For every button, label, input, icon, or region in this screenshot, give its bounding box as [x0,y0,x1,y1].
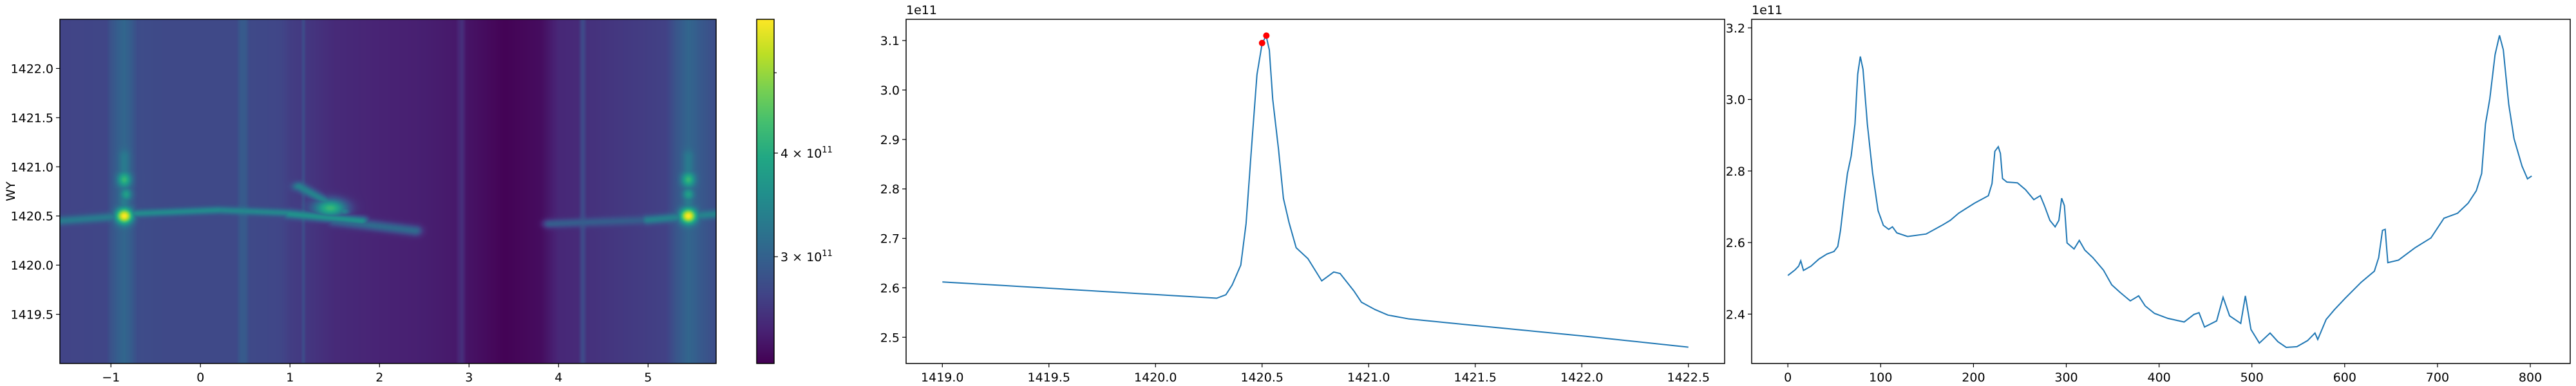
x-tick-label: 1419.0 [921,371,963,385]
axes-frame [1751,19,2571,364]
y-tick-label: 3.0 [880,84,900,98]
x-tick-label: 2 [375,371,383,385]
x-tick-label: 300 [2054,371,2078,385]
x-tick-label: 600 [2333,371,2356,385]
y-tick-label: 2.8 [1726,165,1745,179]
x-tick-label: 1419.5 [1028,371,1070,385]
y-tick-label: 2.8 [880,183,900,197]
offset-text: 1e11 [1752,3,1783,17]
y-tick-label: 3.2 [1726,21,1745,35]
axes-2: 0 100 200 300 400 500 600 700 800 2.4 2.6 2.8 3.0 3.2… [1726,3,2571,385]
x-tick-label: 200 [1962,371,1985,385]
x-tick-label: 1 [286,371,294,385]
y-axis-label: WY [4,181,18,201]
y-tick-label: 1420.5 [11,210,53,224]
axes-frame [905,19,1725,364]
axes-1: 1419.0 1419.5 1420.0 1420.5 1421.0 1421.5 1422… [880,3,1725,385]
y-tick-label: 1421.0 [11,160,53,174]
y-tick-label: 2.6 [880,281,900,295]
x-tick-label: −1 [102,371,120,385]
x-tick-label: 0 [1784,371,1792,385]
axes-frame [59,19,717,364]
axes-0: −1 0 1 2 3 4 5 1419.5 1420.0 1420.5 1421.0 1421.5 14… [4,19,717,385]
x-tick-label: 1420.0 [1134,371,1177,385]
y-tick-label: 3.1 [880,34,900,48]
colorbar-gradient [757,19,774,363]
x-tick-label: 1422.0 [1560,371,1603,385]
x-tick-label: 5 [644,371,652,385]
y-tick-label: 2.5 [880,331,900,345]
x-tick-label: 4 [554,371,562,385]
x-tick-label: 700 [2426,371,2449,385]
series-line [1787,35,2532,349]
colorbar-tick-label: 3 × 1011 [781,249,833,264]
y-tick-label: 1421.5 [11,111,53,125]
x-tick-label: 800 [2519,371,2542,385]
x-tick-label: 100 [1869,371,1892,385]
y-tick-label: 2.4 [1726,308,1745,322]
peak-marker [1263,32,1270,39]
y-tick-label: 3.0 [1726,93,1745,107]
series-line [942,33,1689,348]
y-tick-label: 1422.0 [11,62,53,76]
x-tick-label: 1421.5 [1454,371,1497,385]
x-tick-label: 0 [196,371,204,385]
peak-marker [1258,39,1265,46]
y-tick-label: 2.7 [880,232,900,246]
x-tick-label: 3 [465,371,473,385]
y-tick-label: 2.6 [1726,236,1745,250]
offset-text: 1e11 [906,3,937,17]
x-tick-label: 500 [2240,371,2264,385]
colorbar-tick-label: 4 × 1011 [781,145,833,161]
x-tick-label: 400 [2147,371,2170,385]
heatmap-image [60,19,716,363]
colorbar: 3 × 1011 4 × 1011 [756,19,833,364]
x-tick-label: 1421.0 [1347,371,1390,385]
y-tick-label: 2.9 [880,133,900,147]
y-tick-label: 1419.5 [11,308,53,322]
x-tick-label: 1420.5 [1241,371,1283,385]
y-tick-label: 1420.0 [11,259,53,273]
x-tick-label: 1422.5 [1667,371,1709,385]
colorbar-frame [756,19,775,364]
